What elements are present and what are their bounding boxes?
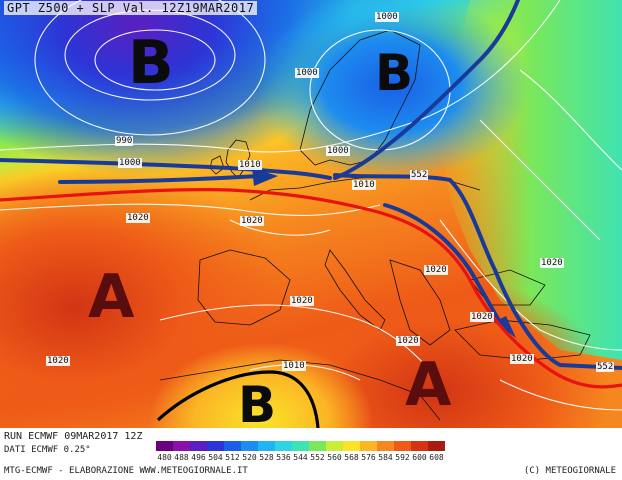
scale-cell	[207, 441, 224, 451]
isobar-label: 1000	[295, 68, 319, 78]
low-label-scandinavia: B	[375, 44, 414, 102]
isobar-label: 1010	[352, 180, 376, 190]
isobar-label: 1010	[238, 160, 262, 170]
scale-tick-label: 520	[242, 453, 257, 462]
scale-tick-label: 584	[378, 453, 393, 462]
legend-area	[0, 428, 622, 480]
scale-tick-label: 600	[412, 453, 427, 462]
isobar-label: 990	[115, 136, 134, 146]
scale-cell	[411, 441, 428, 451]
scale-cell	[190, 441, 207, 451]
scale-cell	[377, 441, 394, 451]
jet-lines	[0, 0, 622, 370]
scale-tick-label: 528	[259, 453, 274, 462]
scale-cell	[173, 441, 190, 451]
isobar-label: 1000	[326, 146, 350, 156]
color-scale-ticks: 480 488 496 504 512 520 528 536 544 552 560 568 576 5…	[156, 453, 445, 462]
scale-tick-label: 512	[225, 453, 240, 462]
scale-cell	[156, 441, 173, 451]
scale-tick-label: 568	[344, 453, 359, 462]
high-label-atlantic: A	[88, 262, 135, 332]
isobar-label: 1000	[118, 158, 142, 168]
scale-tick-label: 576	[361, 453, 376, 462]
isobar-label: 1010	[282, 361, 306, 371]
isobar-label: 552	[596, 362, 615, 372]
isobar-label: 1020	[424, 265, 448, 275]
scale-tick-label: 544	[293, 453, 308, 462]
isobar-label: 552	[410, 170, 429, 180]
isobar-label: 1000	[375, 12, 399, 22]
isobar-label: 1020	[396, 336, 420, 346]
scale-cell	[394, 441, 411, 451]
scale-cell	[292, 441, 309, 451]
coastlines	[159, 29, 591, 421]
isobar-label: 1020	[240, 216, 264, 226]
isobar-label: 1020	[46, 356, 70, 366]
low-label-mediterranean: B	[238, 376, 277, 434]
isobar-label: 1020	[470, 312, 494, 322]
color-scale	[156, 441, 445, 451]
isobar-label: 1020	[290, 296, 314, 306]
scale-cell	[326, 441, 343, 451]
jet-arrowhead-2	[494, 316, 516, 338]
scale-tick-label: 536	[276, 453, 291, 462]
jet-arrowhead-1	[252, 168, 278, 186]
scale-cell	[241, 441, 258, 451]
ridge-line	[0, 188, 622, 389]
isobar-label: 1020	[126, 213, 150, 223]
credit-right: (C) METEOGIORNALE	[523, 466, 616, 476]
scale-tick-label: 480	[157, 453, 172, 462]
data-source: DATI ECMWF 0.25°	[4, 445, 91, 455]
scale-tick-label: 608	[429, 453, 444, 462]
scale-cell	[224, 441, 241, 451]
high-label-east: A	[405, 350, 452, 420]
low-label-nw: B	[128, 28, 174, 98]
scale-cell	[258, 441, 275, 451]
scale-cell	[343, 441, 360, 451]
credit-left: MTG-ECMWF - ELABORAZIONE WWW.METEOGIORNA…	[4, 466, 248, 476]
scale-cell	[360, 441, 377, 451]
isobar-label: 1020	[510, 354, 534, 364]
scale-cell	[275, 441, 292, 451]
med-trough-line	[156, 370, 320, 428]
scale-cell	[309, 441, 326, 451]
scale-tick-label: 592	[395, 453, 410, 462]
scale-tick-label: 496	[191, 453, 206, 462]
isobar-label: 1020	[540, 258, 564, 268]
scale-tick-label: 504	[208, 453, 223, 462]
scale-tick-label: 488	[174, 453, 189, 462]
map-title: GPT Z500 + SLP Val. 12Z19MAR2017	[4, 1, 258, 15]
scale-cell	[428, 441, 445, 451]
scale-tick-label: 560	[327, 453, 342, 462]
run-info: RUN ECMWF 09MAR2017 12Z	[4, 431, 143, 442]
scale-tick-label: 552	[310, 453, 325, 462]
